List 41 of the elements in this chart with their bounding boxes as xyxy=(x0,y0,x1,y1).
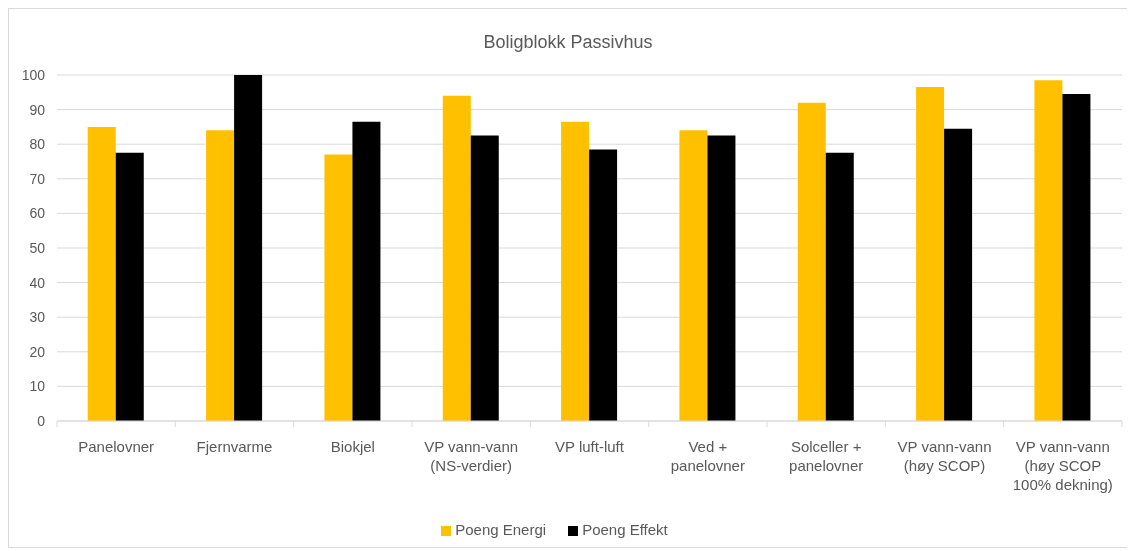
y-tick-label: 40 xyxy=(29,274,46,291)
bar xyxy=(1062,94,1091,421)
y-tick-label: 50 xyxy=(29,239,46,256)
bar xyxy=(944,128,973,421)
x-tick-label: Biokjel xyxy=(330,438,375,455)
x-tick-label: VP luft-luft xyxy=(555,438,625,455)
bar xyxy=(442,95,471,421)
y-tick-label: 30 xyxy=(29,309,46,326)
x-tick-label: Panelovner xyxy=(78,438,155,455)
bar xyxy=(352,121,381,421)
bar xyxy=(916,87,945,421)
y-tick-label: 20 xyxy=(29,343,46,360)
y-tick-label: 90 xyxy=(29,101,46,118)
legend-label: Poeng Energi xyxy=(455,521,547,538)
bar xyxy=(324,154,353,421)
x-tick-label: VP vann-vann (NS-verdier) xyxy=(424,438,519,474)
bar xyxy=(797,102,826,421)
legend-label: Poeng Effekt xyxy=(582,521,668,538)
bar xyxy=(206,130,235,421)
y-tick-label: 60 xyxy=(29,205,46,222)
y-tick-label: 10 xyxy=(29,378,46,395)
x-tick-label: Fjernvarme xyxy=(196,438,273,455)
x-tick-label: VP vann-vann (høy SCOP 100% dekning) xyxy=(1012,438,1113,493)
bar xyxy=(470,135,499,421)
bar xyxy=(561,121,590,421)
bar xyxy=(825,152,854,421)
bar xyxy=(589,149,618,421)
x-tick-label: Solceller + panelovner xyxy=(789,438,864,474)
x-tick-label: VP vann-vann (høy SCOP) xyxy=(897,438,992,474)
chart-title: Boligblokk Passivhus xyxy=(482,31,654,53)
bar xyxy=(234,75,263,421)
x-tick-label: Ved + panelovner xyxy=(670,438,745,474)
y-tick-label: 100 xyxy=(21,66,46,83)
bar xyxy=(707,135,736,421)
y-tick-label: 0 xyxy=(37,412,46,429)
bar xyxy=(87,126,116,421)
y-tick-label: 70 xyxy=(29,170,46,187)
y-tick-label: 80 xyxy=(29,136,46,153)
bar xyxy=(679,130,708,421)
bar xyxy=(1034,80,1063,421)
bar xyxy=(115,152,144,421)
